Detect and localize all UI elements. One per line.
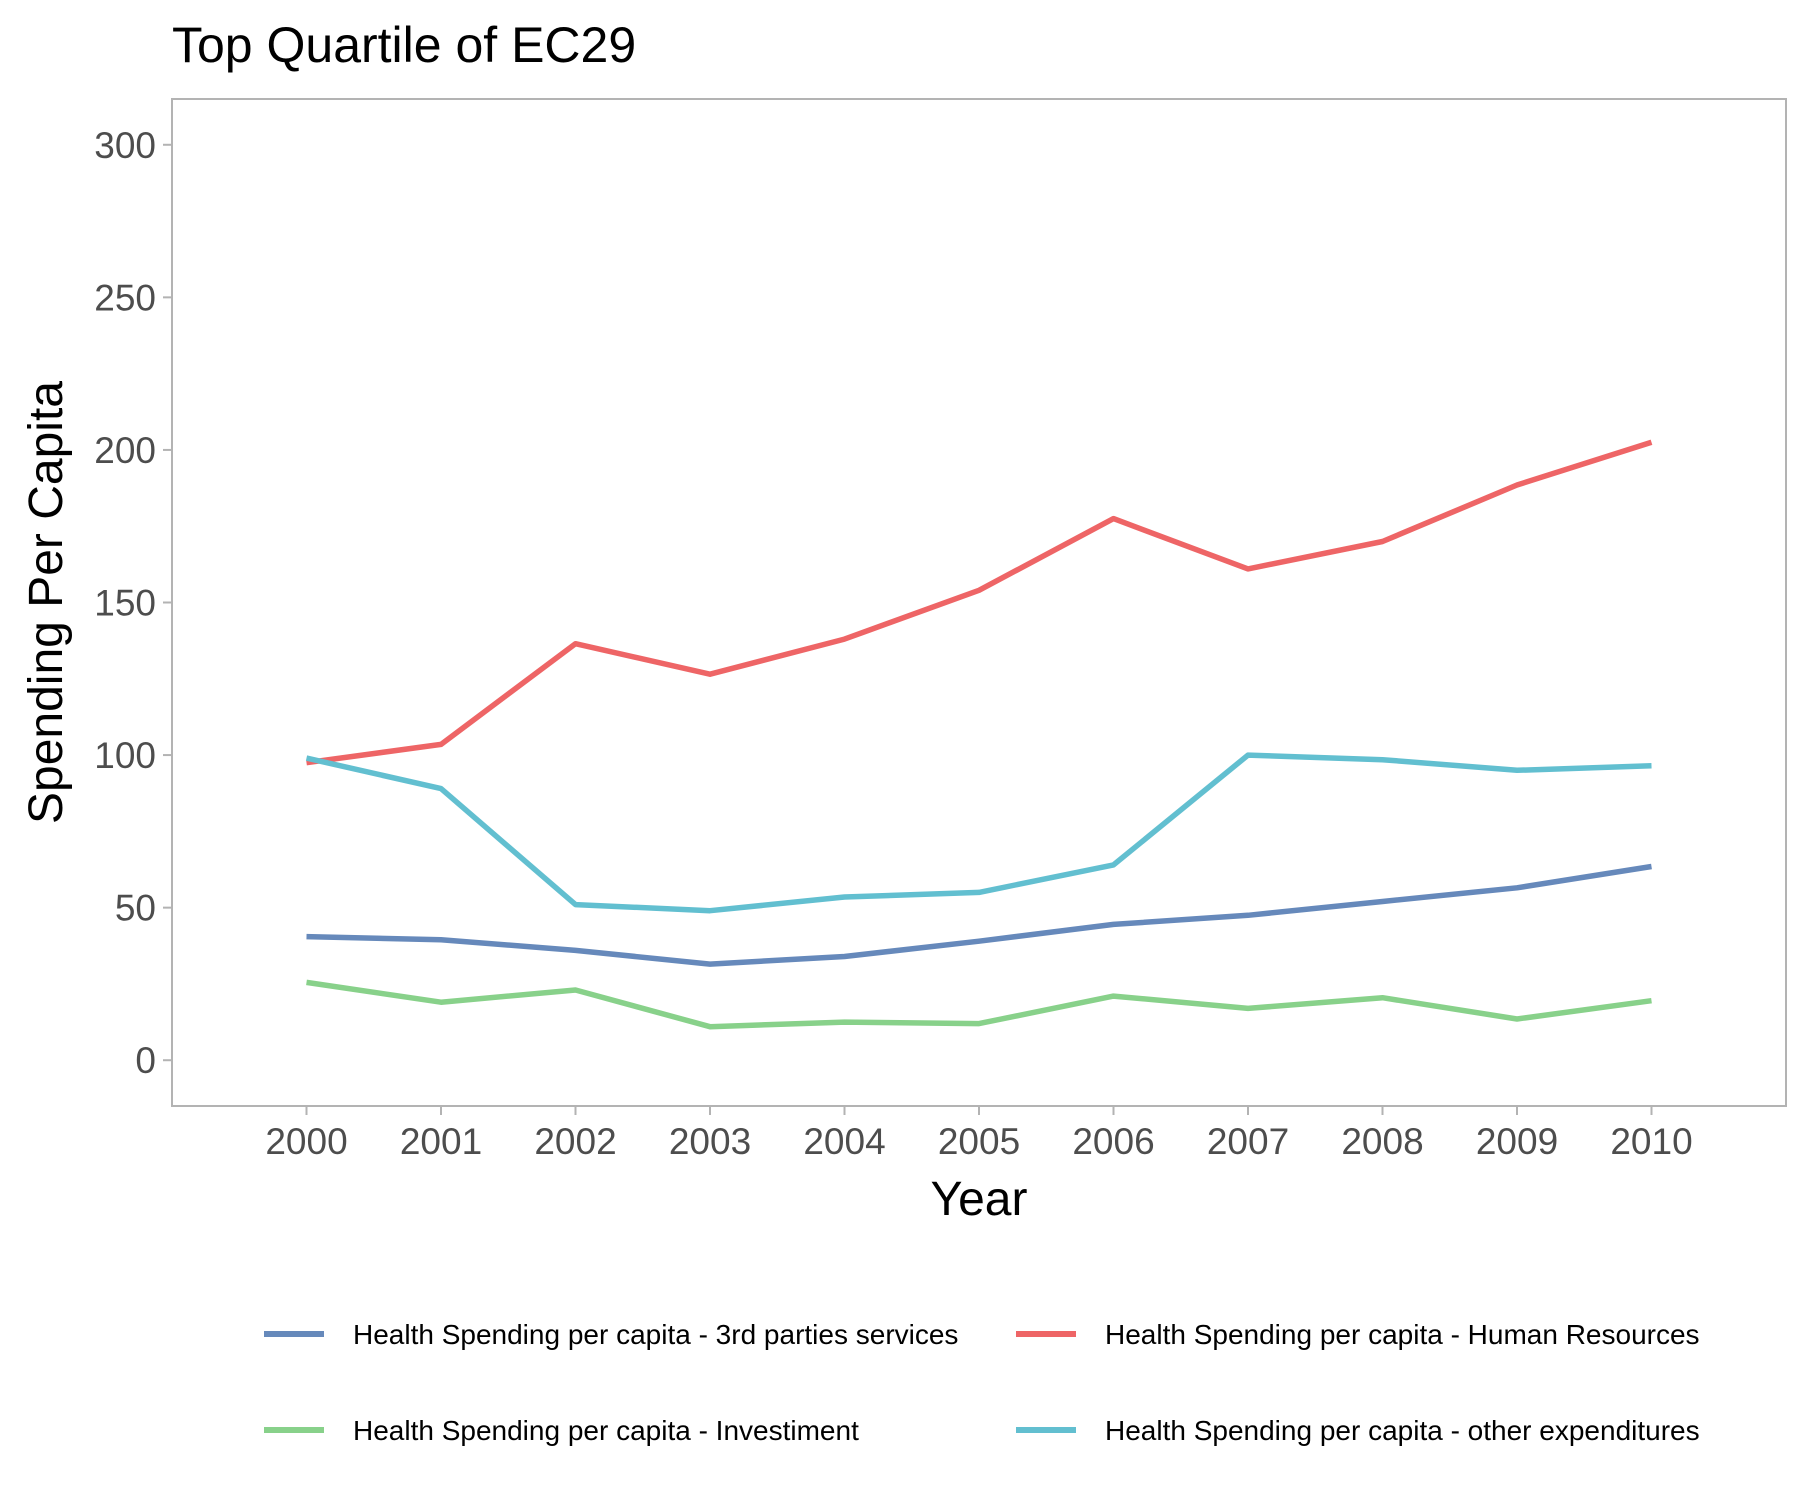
x-tick-label: 2006 (1072, 1121, 1154, 1162)
legend-label: Health Spending per capita - 3rd parties… (353, 1319, 958, 1350)
x-axis-title: Year (931, 1173, 1028, 1226)
series-line-3 (306, 979, 1652, 1030)
x-tick-label: 2005 (938, 1121, 1020, 1162)
plot-panel-border (171, 98, 1787, 1107)
x-tick-label: 2007 (1207, 1121, 1289, 1162)
y-tick-label: 250 (94, 277, 156, 318)
x-tick-label: 2010 (1610, 1121, 1692, 1162)
series-lines (305, 439, 1653, 1030)
x-tick-label: 2000 (265, 1121, 347, 1162)
x-tick-label: 2004 (803, 1121, 885, 1162)
x-tick-label: 2002 (534, 1121, 616, 1162)
x-axis: 2000 2001 2002 2003 2004 2005 2006 2007 2008 2009… (265, 1106, 1693, 1162)
y-axis: 0 50 100 150 200 250 300 (94, 125, 172, 1081)
x-tick-label: 2008 (1341, 1121, 1423, 1162)
series-line-4 (305, 752, 1652, 914)
legend-label: Health Spending per capita - Investiment (353, 1415, 859, 1446)
x-tick-label: 2009 (1476, 1121, 1558, 1162)
y-tick-label: 200 (94, 430, 156, 471)
x-tick-label: 2003 (669, 1121, 751, 1162)
y-tick-label: 100 (94, 735, 156, 776)
y-tick-label: 300 (94, 125, 156, 166)
y-tick-label: 50 (115, 888, 156, 929)
legend: Health Spending per capita - 3rd parties… (264, 1319, 1700, 1446)
series-line-1 (306, 863, 1652, 967)
chart-title: Top Quartile of EC29 (172, 17, 636, 73)
legend-label: Health Spending per capita - Human Resou… (1105, 1319, 1700, 1350)
y-axis-title: Spending Per Capita (20, 381, 73, 824)
y-tick-label: 0 (135, 1040, 156, 1081)
y-tick-label: 150 (94, 583, 156, 624)
series-line-2 (306, 439, 1653, 766)
legend-label: Health Spending per capita - other expen… (1105, 1415, 1700, 1446)
x-tick-label: 2001 (400, 1121, 482, 1162)
